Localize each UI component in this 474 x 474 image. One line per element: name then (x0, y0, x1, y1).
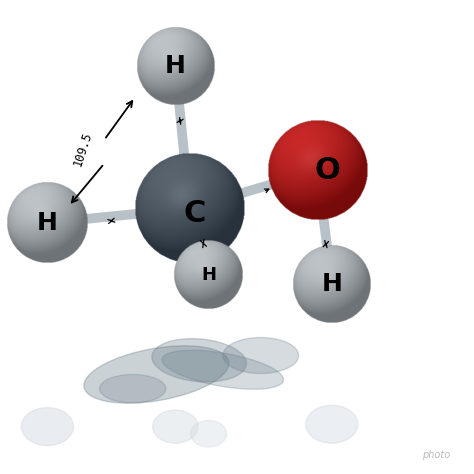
Ellipse shape (191, 420, 227, 447)
Ellipse shape (21, 408, 73, 446)
Ellipse shape (306, 405, 358, 443)
Text: O: O (314, 156, 340, 185)
Ellipse shape (152, 338, 246, 382)
Text: H: H (201, 266, 216, 284)
Text: photo: photo (422, 450, 450, 460)
Ellipse shape (153, 410, 198, 443)
Text: C: C (183, 199, 206, 228)
Text: 109.5: 109.5 (71, 130, 95, 168)
Text: H: H (321, 273, 342, 296)
Text: H: H (165, 55, 186, 78)
Ellipse shape (223, 337, 299, 374)
Ellipse shape (100, 374, 166, 403)
Ellipse shape (84, 346, 229, 403)
Ellipse shape (162, 350, 283, 389)
Text: H: H (37, 211, 58, 235)
